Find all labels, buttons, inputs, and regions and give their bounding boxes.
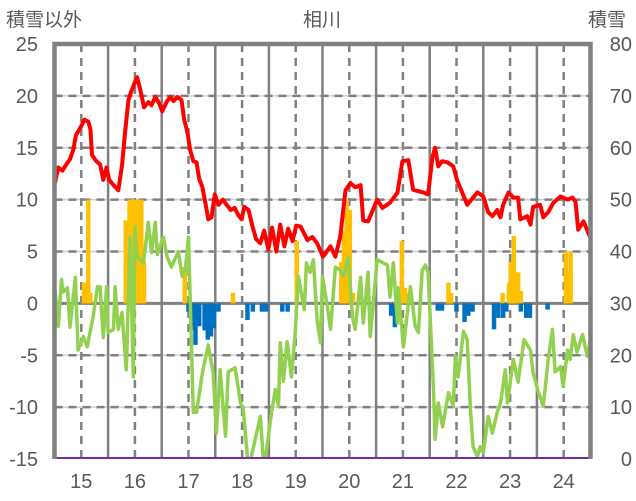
negative-bar xyxy=(216,303,221,312)
positive-bar xyxy=(141,261,147,304)
positive-bar xyxy=(565,272,571,304)
right-tick-label: 0 xyxy=(621,449,632,471)
right-tick-label: 80 xyxy=(610,34,632,56)
left-tick-label: 25 xyxy=(16,34,38,56)
positive-bar xyxy=(500,293,505,304)
x-tick-label: 21 xyxy=(392,471,414,493)
x-tick-label: 23 xyxy=(499,471,521,493)
negative-bar xyxy=(202,303,207,331)
negative-bar xyxy=(545,303,550,310)
left-tick-label: 10 xyxy=(16,190,38,212)
negative-bar xyxy=(454,303,459,312)
positive-bar xyxy=(86,199,91,304)
left-tick-label: 20 xyxy=(16,86,38,108)
x-tick-label: 16 xyxy=(124,471,146,493)
negative-bar xyxy=(280,303,285,312)
negative-bar xyxy=(196,303,202,327)
negative-bar xyxy=(285,303,290,312)
negative-bar xyxy=(496,303,501,318)
right-tick-label: 20 xyxy=(610,345,632,367)
positive-bar xyxy=(123,220,129,304)
positive-bar xyxy=(568,251,573,304)
negative-bar xyxy=(523,303,529,318)
positive-bar xyxy=(344,199,349,304)
positive-bar xyxy=(339,261,344,304)
negative-bar xyxy=(439,303,445,311)
negative-bar xyxy=(259,303,265,312)
positive-bar xyxy=(230,293,236,304)
negative-bar xyxy=(245,303,250,320)
x-tick-label: 18 xyxy=(231,471,253,493)
positive-bar xyxy=(350,293,356,304)
plot-frame xyxy=(52,41,593,459)
positive-bar xyxy=(294,241,300,304)
left-tick-label: 5 xyxy=(27,242,38,264)
positive-bar xyxy=(511,235,517,304)
right-tick-label: 50 xyxy=(610,190,632,212)
plot-border xyxy=(52,41,593,459)
negative-bar xyxy=(205,303,211,340)
positive-bar xyxy=(399,241,405,304)
positive-bar xyxy=(448,293,454,304)
green-line xyxy=(54,220,591,459)
x-tick-label: 20 xyxy=(338,471,360,493)
x-tick-label: 22 xyxy=(445,471,467,493)
right-tick-label: 40 xyxy=(610,242,632,264)
negative-bar xyxy=(193,303,198,345)
negative-bar xyxy=(388,303,394,316)
left-axis-title: 積雪以外 xyxy=(6,9,82,31)
negative-bar xyxy=(500,303,506,318)
negative-bar xyxy=(186,303,191,312)
right-axis-title: 積雪 xyxy=(588,9,626,31)
positive-bar xyxy=(139,199,144,304)
left-tick-label: -10 xyxy=(9,397,38,419)
left-tick-label: 15 xyxy=(16,138,38,160)
x-tick-label: 19 xyxy=(285,471,307,493)
positive-bar xyxy=(508,261,513,304)
chart-title: 相川 xyxy=(303,9,341,31)
positive-bar xyxy=(515,272,521,304)
right-tick-label: 70 xyxy=(610,86,632,108)
negative-bar xyxy=(491,303,497,330)
negative-bar xyxy=(208,303,214,337)
red-line xyxy=(54,75,591,259)
x-tick-label: 24 xyxy=(553,471,575,493)
negative-bar xyxy=(250,303,256,312)
negative-bar xyxy=(466,303,471,316)
positive-bar xyxy=(518,290,524,304)
positive-bar xyxy=(446,282,451,304)
positive-bar xyxy=(402,287,408,304)
negative-bar xyxy=(462,303,467,323)
series-lines xyxy=(54,75,591,459)
negative-bar xyxy=(527,303,533,318)
right-tick-label: 60 xyxy=(610,138,632,160)
negative-bar xyxy=(211,303,216,329)
positive-bar xyxy=(88,293,93,304)
left-tick-label: -5 xyxy=(20,345,38,367)
right-tick-label: 10 xyxy=(610,397,632,419)
positive-bar xyxy=(81,282,87,304)
right-tick-label: 30 xyxy=(610,293,632,315)
negative-bar xyxy=(470,303,475,312)
negative-bar xyxy=(504,303,509,312)
negative-bar xyxy=(263,303,269,312)
left-tick-label: 0 xyxy=(27,293,38,315)
negative-bar xyxy=(518,303,524,312)
negative-bar xyxy=(392,303,398,328)
left-tick-label: -15 xyxy=(9,449,38,471)
x-tick-label: 15 xyxy=(70,471,92,493)
positive-bar xyxy=(182,267,187,304)
negative-bar xyxy=(435,303,440,311)
x-tick-label: 17 xyxy=(177,471,199,493)
